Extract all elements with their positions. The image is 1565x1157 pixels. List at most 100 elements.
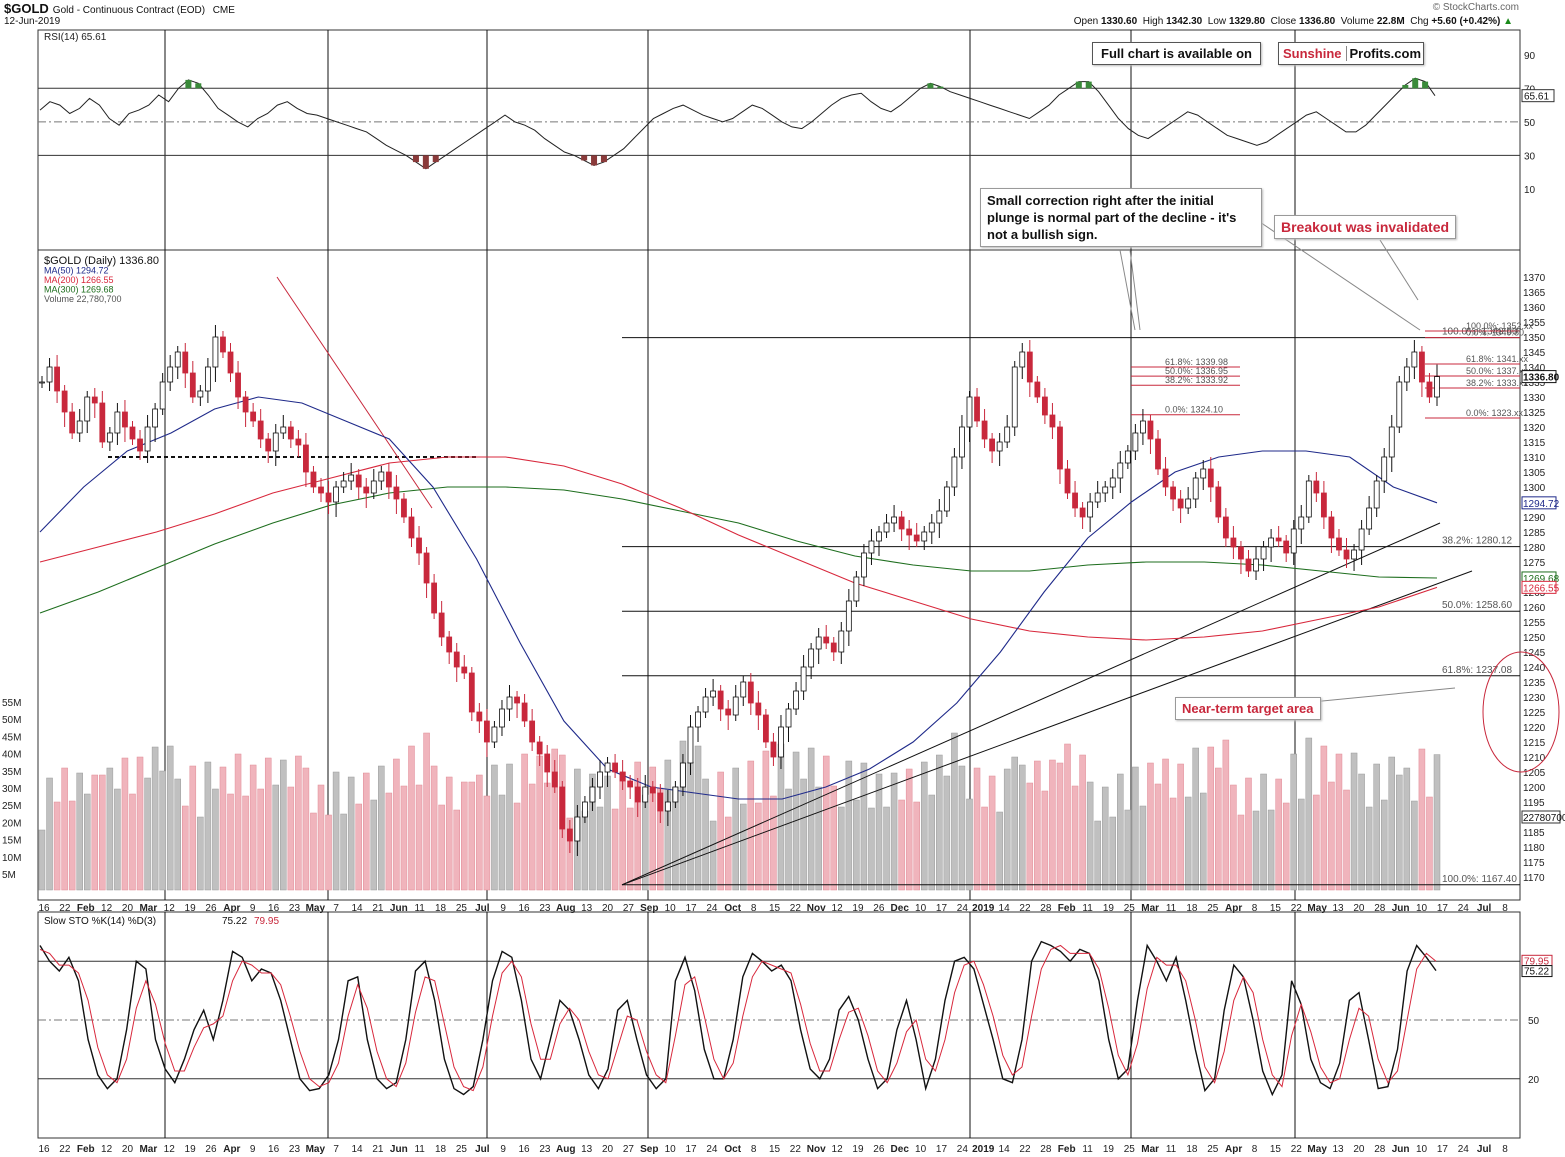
price-tick-label: 1350	[1523, 333, 1546, 344]
candle-body	[1419, 351, 1425, 383]
sunshine-profits-link[interactable]: Sunshine Profits.com	[1278, 42, 1425, 65]
rsi-overbought-fill	[195, 83, 202, 89]
volume-bar	[99, 774, 106, 891]
candle-body	[582, 801, 588, 818]
candle-body	[129, 426, 136, 440]
x-axis-label-sto: 16	[268, 1144, 280, 1155]
x-axis-label-sto: 26	[205, 1144, 217, 1155]
price-badge-label: 1336.80	[1523, 373, 1560, 384]
candle-body	[182, 351, 189, 374]
candle-body	[1200, 468, 1207, 479]
candle-body	[921, 531, 928, 542]
candle-body	[529, 720, 536, 743]
volume-bar	[905, 768, 913, 891]
candle-body	[951, 456, 958, 488]
volume-bar	[1162, 758, 1169, 891]
candle-body	[423, 552, 430, 584]
candle-body	[318, 486, 324, 494]
candle-body	[325, 492, 332, 503]
target-ellipse	[1482, 651, 1560, 773]
volume-tick-label: 15M	[2, 836, 21, 847]
stockcharts-watermark: © StockCharts.com	[1432, 2, 1519, 13]
volume-bar	[1358, 773, 1365, 891]
volume-bar	[1049, 759, 1056, 891]
x-axis-label-sto: Sep	[640, 1144, 658, 1155]
x-axis-label: Jun	[390, 903, 408, 914]
volume-tick-label: 50M	[2, 715, 21, 726]
candle-body	[1132, 432, 1139, 452]
candle-body	[1381, 456, 1388, 482]
price-tick-label: 1210	[1523, 753, 1546, 764]
x-axis-label-sto: 9	[250, 1144, 256, 1155]
volume-bar	[838, 806, 845, 891]
candle-body	[853, 576, 860, 602]
volume-bar	[347, 776, 355, 891]
candle-body	[800, 666, 807, 692]
volume-bar	[649, 766, 657, 891]
volume-bar	[91, 774, 99, 891]
x-axis-label: 20	[602, 903, 614, 914]
volume-bar	[114, 788, 121, 891]
price-tick-label: 1355	[1523, 318, 1546, 329]
candle-body	[340, 480, 347, 488]
volume-bar	[913, 801, 920, 891]
volume-value-label: 22780700	[1523, 813, 1565, 824]
candle-body	[265, 438, 272, 452]
candle-body	[39, 381, 45, 384]
x-axis-label: 10	[665, 903, 677, 914]
x-axis-label: 22	[790, 903, 802, 914]
x-axis-label-sto: 12	[164, 1144, 176, 1155]
candle-body	[1253, 558, 1259, 572]
x-axis-label-sto: 25	[1207, 1144, 1219, 1155]
volume-tick-label: 35M	[2, 767, 21, 778]
x-axis-label: 12	[164, 903, 176, 914]
x-axis-label: Jul	[1477, 903, 1492, 914]
volume-bar	[445, 776, 453, 891]
volume-bar	[370, 799, 378, 891]
volume-bar	[890, 772, 898, 891]
x-axis-label: 26	[205, 903, 217, 914]
volume-bar	[1071, 785, 1079, 891]
target-area-annotation: Near-term target area	[1175, 697, 1321, 720]
x-axis-label: 13	[581, 903, 593, 914]
volume-bar	[272, 784, 280, 891]
volume-tick-label: 45M	[2, 732, 21, 743]
price-badge-label: 1294.72	[1523, 499, 1560, 510]
candle-body	[348, 474, 355, 482]
candle-body	[1155, 438, 1161, 470]
ma200-line	[39, 456, 1438, 641]
x-axis-label-sto: 21	[372, 1144, 384, 1155]
correction-pointer	[1119, 249, 1136, 331]
volume-bar	[83, 793, 91, 891]
volume-bar	[936, 754, 943, 891]
fib-jun-label: 0.0%: 1323.xx	[1466, 408, 1524, 418]
candle-body	[1109, 477, 1116, 488]
rsi-legend: RSI(14) 65.61	[44, 32, 107, 43]
candle-body	[823, 636, 830, 644]
volume-bar	[1011, 756, 1018, 891]
volume-bar	[973, 767, 981, 891]
candle-body	[476, 711, 483, 722]
x-axis-label-sto: Jun	[1392, 1144, 1410, 1155]
ma50-line	[39, 396, 1438, 800]
candle-body	[122, 411, 128, 428]
candle-body	[250, 411, 257, 422]
candle-body	[989, 438, 996, 452]
x-axis-label: Oct	[724, 903, 741, 914]
volume-bar	[1034, 760, 1041, 891]
x-axis-label: Aug	[556, 903, 575, 914]
x-axis-label-sto: 19	[852, 1144, 864, 1155]
candle-body	[589, 786, 596, 803]
x-axis-label: 15	[769, 903, 781, 914]
candle-body	[1140, 420, 1146, 434]
candle-body	[46, 366, 53, 383]
volume-bar	[1343, 789, 1350, 891]
volume-bar	[453, 809, 460, 891]
rsi-value-label: 65.61	[1524, 92, 1549, 103]
volume-bar	[1252, 810, 1260, 891]
candle-body	[491, 726, 498, 743]
candle-body	[913, 534, 920, 542]
candle-body	[974, 396, 980, 422]
volume-bar	[461, 781, 468, 891]
fib-feb-label: 38.2%: 1333.92	[1165, 375, 1228, 385]
